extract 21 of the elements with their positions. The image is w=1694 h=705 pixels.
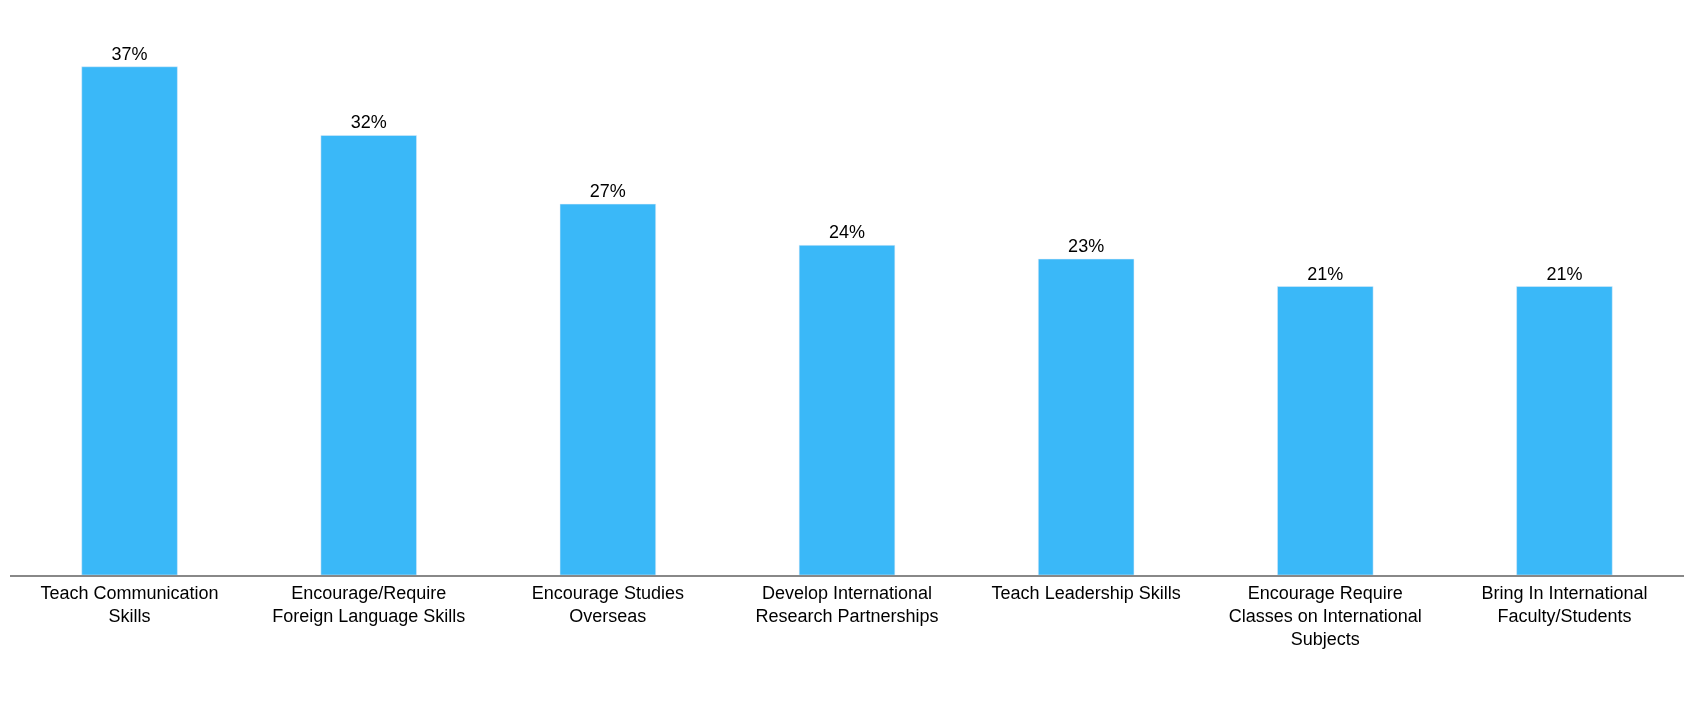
data-label: 24%: [828, 222, 866, 243]
bar: [1516, 286, 1613, 575]
x-tick-label: Teach Communication Skills: [40, 582, 219, 626]
x-tick-label: Encourage/Require Foreign Language Skills: [272, 582, 466, 626]
bar: [559, 203, 656, 575]
data-label: 23%: [1068, 236, 1105, 257]
bar: [798, 245, 896, 575]
bar: [1277, 286, 1374, 575]
x-tick-label: Encourage Studies Overseas: [531, 582, 684, 626]
x-tick-label: Develop International Research Partnerships: [755, 582, 939, 626]
data-label: 21%: [1307, 263, 1344, 284]
data-label: 21%: [1546, 263, 1583, 284]
x-tick-label: Bring In International Faculty/Students: [1481, 582, 1648, 626]
x-tick-label: Encourage Require Classes on International Subjects: [1228, 582, 1422, 650]
bar: [81, 66, 178, 575]
data-label: 32%: [350, 112, 387, 133]
data-label: 37%: [111, 43, 148, 64]
bar: [320, 135, 417, 575]
x-tick-label: Teach Leadership Skills: [991, 582, 1181, 603]
data-label: 27%: [589, 181, 626, 202]
bar: [1038, 258, 1135, 575]
